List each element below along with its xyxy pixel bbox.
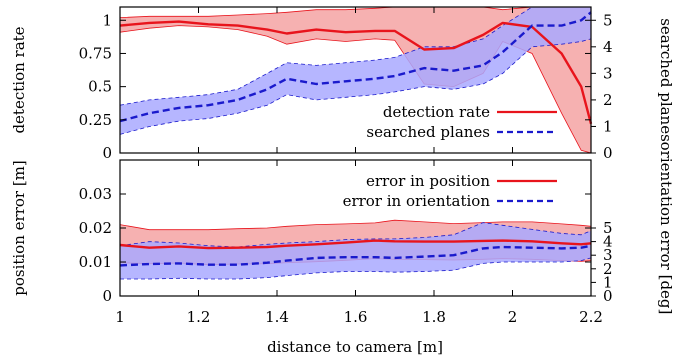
bottom-left-ticks: 0 0.01 0.02 0.03 xyxy=(79,185,591,305)
bottom-legend: error in position error in orientation xyxy=(343,172,557,210)
left-tick-label: 0.25 xyxy=(79,111,112,129)
right-tick-label: 2 xyxy=(603,260,613,278)
error-in-orientation-line xyxy=(119,244,592,267)
left-tick-label: 0 xyxy=(102,287,112,305)
right-tick-label: 3 xyxy=(603,246,613,264)
top-lines xyxy=(119,11,593,125)
x-tick-label: 1.4 xyxy=(265,308,289,326)
searched-planes-band xyxy=(120,7,591,135)
legend-label-error-in-position: error in position xyxy=(366,172,490,190)
right-tick-label: 5 xyxy=(603,219,613,237)
left-tick-label: 1 xyxy=(102,11,112,29)
x-tick-label: 2 xyxy=(508,308,518,326)
left-tick-label: 0.5 xyxy=(88,78,112,96)
left-tick-label: 0.03 xyxy=(79,185,112,203)
bottom-bands xyxy=(119,219,592,280)
top-right-axis-label: searched planes xyxy=(657,18,675,142)
right-tick-label: 1 xyxy=(603,273,613,291)
x-axis-label: distance to camera [m] xyxy=(267,338,443,356)
right-tick-label: 4 xyxy=(603,233,613,251)
bottom-right-axis-label: orientation error [deg] xyxy=(657,142,675,315)
right-tick-label: 5 xyxy=(603,11,613,29)
left-tick-label: 0.75 xyxy=(79,44,112,62)
error-in-orientation-band-lower-edge xyxy=(120,257,592,280)
top-x-ticks xyxy=(119,7,592,153)
legend-label-searched-planes: searched planes xyxy=(366,123,490,141)
searched-planes-band-lower-edge xyxy=(119,38,592,135)
x-tick-label: 1.6 xyxy=(344,308,368,326)
right-tick-label: 3 xyxy=(603,64,613,82)
detection-rate-band-lower-edge xyxy=(119,25,592,154)
left-tick-label: 0 xyxy=(102,144,112,162)
x-tick-label: 1 xyxy=(115,308,125,326)
top-legend: detection rate searched planes xyxy=(366,103,557,141)
x-tick-label: 1.8 xyxy=(422,308,446,326)
searched-planes-line xyxy=(119,11,592,123)
error-in-position-line xyxy=(119,239,592,250)
bottom-x-ticks: 1 1.2 1.4 1.6 1.8 2 2.2 xyxy=(115,160,603,326)
right-tick-label: 4 xyxy=(603,38,613,56)
error-in-orientation-band xyxy=(120,222,591,279)
bottom-lines xyxy=(119,239,592,267)
legend-label-detection-rate: detection rate xyxy=(383,103,490,121)
right-tick-label: 0 xyxy=(603,144,613,162)
x-tick-label: 1.2 xyxy=(187,308,211,326)
error-in-position-band-upper-edge xyxy=(119,219,592,231)
left-tick-label: 0.02 xyxy=(79,219,112,237)
top-left-axis-label: detection rate xyxy=(10,26,28,133)
x-tick-label: 2.2 xyxy=(579,308,603,326)
left-tick-label: 0.01 xyxy=(79,253,112,271)
top-left-ticks: 0 0.25 0.5 0.75 1 xyxy=(79,11,591,162)
bottom-left-axis-label: position error [m] xyxy=(10,160,28,296)
right-tick-label: 2 xyxy=(603,91,613,109)
error-in-orientation-band-upper-edge xyxy=(119,222,592,248)
right-tick-label: 1 xyxy=(603,117,613,135)
top-right-ticks: 0 1 2 3 4 5 xyxy=(591,11,613,162)
top-panel: 0 0.25 0.5 0.75 1 0 1 2 3 4 5 detection rate sear… xyxy=(10,6,675,162)
legend-label-error-in-orientation: error in orientation xyxy=(343,192,491,210)
right-tick-label: 0 xyxy=(603,287,613,305)
